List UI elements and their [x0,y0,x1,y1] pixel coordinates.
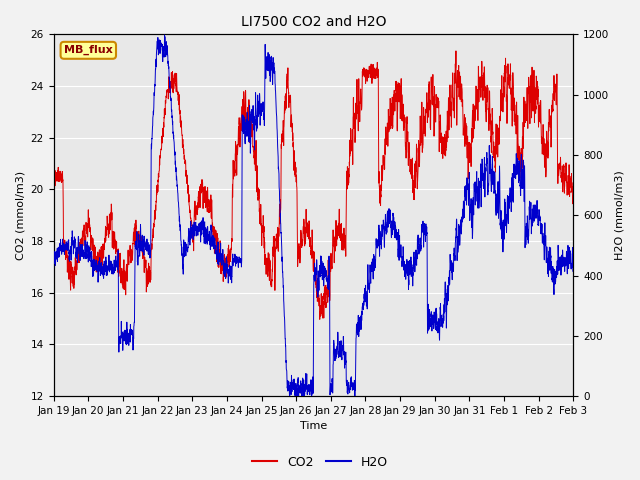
Title: LI7500 CO2 and H2O: LI7500 CO2 and H2O [241,15,387,29]
Y-axis label: H2O (mmol/m3): H2O (mmol/m3) [615,170,625,260]
X-axis label: Time: Time [300,421,327,432]
Text: MB_flux: MB_flux [64,45,113,56]
Y-axis label: CO2 (mmol/m3): CO2 (mmol/m3) [15,171,25,260]
Legend: CO2, H2O: CO2, H2O [247,451,393,474]
